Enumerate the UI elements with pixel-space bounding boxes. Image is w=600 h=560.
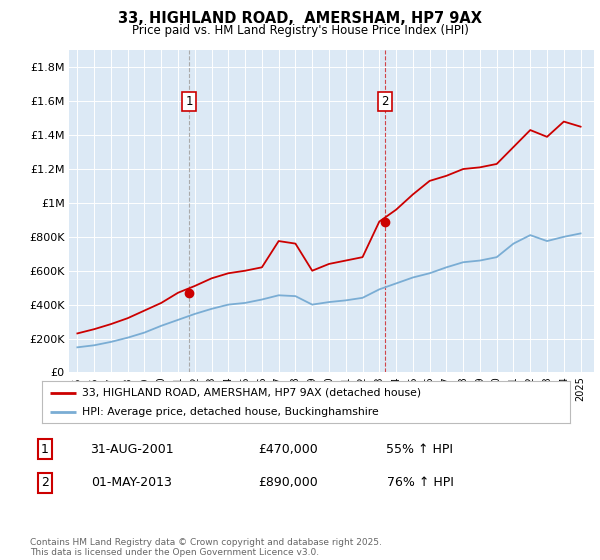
Text: HPI: Average price, detached house, Buckinghamshire: HPI: Average price, detached house, Buck… — [82, 407, 379, 417]
Text: 76% ↑ HPI: 76% ↑ HPI — [386, 476, 454, 489]
Text: 33, HIGHLAND ROAD, AMERSHAM, HP7 9AX (detached house): 33, HIGHLAND ROAD, AMERSHAM, HP7 9AX (de… — [82, 388, 421, 398]
Text: 2: 2 — [381, 95, 389, 108]
Text: 33, HIGHLAND ROAD,  AMERSHAM, HP7 9AX: 33, HIGHLAND ROAD, AMERSHAM, HP7 9AX — [118, 11, 482, 26]
Text: 1: 1 — [185, 95, 193, 108]
Text: Contains HM Land Registry data © Crown copyright and database right 2025.
This d: Contains HM Land Registry data © Crown c… — [30, 538, 382, 557]
Text: £890,000: £890,000 — [258, 476, 318, 489]
Text: 01-MAY-2013: 01-MAY-2013 — [92, 476, 172, 489]
Text: Price paid vs. HM Land Registry's House Price Index (HPI): Price paid vs. HM Land Registry's House … — [131, 24, 469, 36]
Text: 55% ↑ HPI: 55% ↑ HPI — [386, 442, 454, 456]
Text: 2: 2 — [41, 476, 49, 489]
Text: 1: 1 — [41, 442, 49, 456]
Text: £470,000: £470,000 — [258, 442, 318, 456]
Text: 31-AUG-2001: 31-AUG-2001 — [90, 442, 174, 456]
